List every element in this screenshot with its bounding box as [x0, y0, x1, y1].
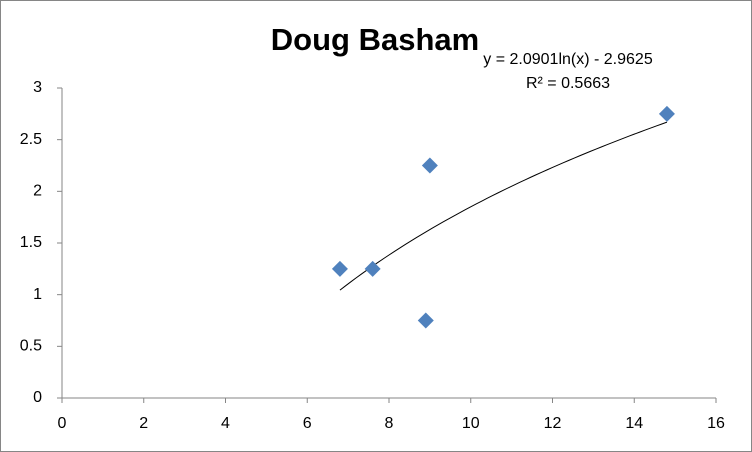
y-tick-label: 2: [33, 183, 42, 200]
trendline-equation: y = 2.0901ln(x) - 2.9625: [483, 51, 653, 68]
chart-title: Doug Basham: [271, 22, 479, 57]
x-tick-label: 4: [221, 415, 230, 432]
y-tick-label: 0.5: [20, 338, 42, 355]
trendline-r-squared: R² = 0.5663: [526, 75, 610, 92]
x-tick-label: 0: [58, 415, 67, 432]
x-tick-label: 14: [625, 415, 643, 432]
point: [658, 105, 675, 122]
x-tick-label: 16: [707, 415, 725, 432]
y-tick-label: 0: [33, 389, 42, 406]
x-tick-label: 12: [544, 415, 562, 432]
x-tick-label: 10: [462, 415, 480, 432]
x-tick-label: 8: [385, 415, 394, 432]
y-tick-label: 1: [33, 286, 42, 303]
point: [364, 260, 381, 277]
y-tick-label: 1.5: [20, 234, 42, 251]
x-tick-label: 6: [303, 415, 312, 432]
point: [417, 312, 434, 329]
trendline: [339, 121, 668, 291]
y-tick-label: 3: [33, 79, 42, 96]
x-tick-label: 2: [139, 415, 148, 432]
y-tick-label: 2.5: [20, 131, 42, 148]
point: [421, 157, 438, 174]
point: [331, 260, 348, 277]
